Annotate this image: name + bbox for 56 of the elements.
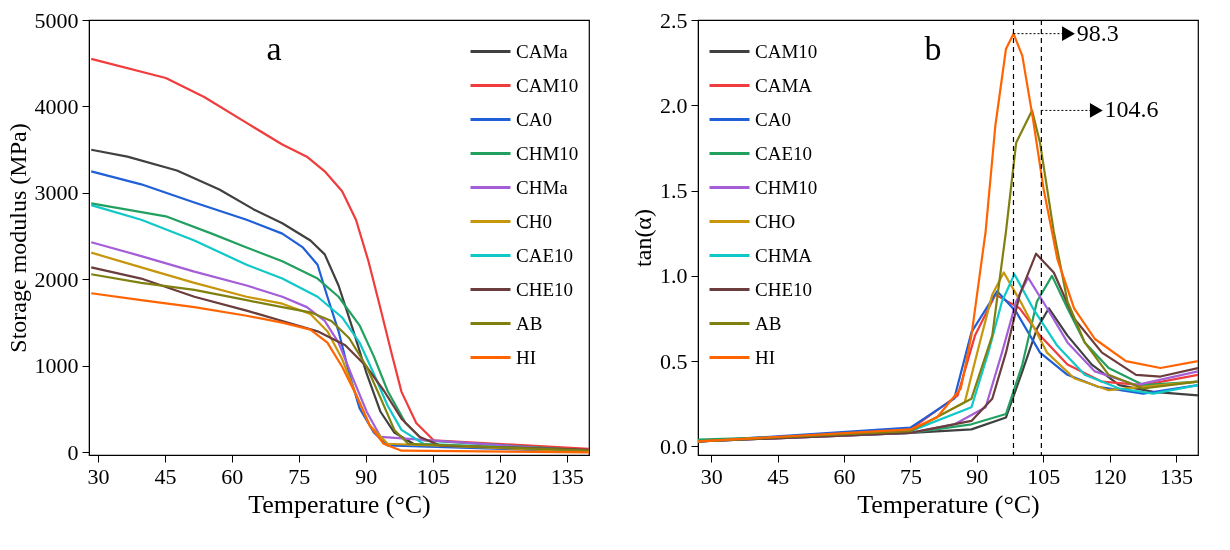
x-tick-label: 60 (221, 463, 244, 489)
legend-label: HI (516, 346, 537, 368)
x-tick-label: 75 (899, 463, 922, 489)
y-axis-title: Storage modulus (MPa) (4, 123, 31, 353)
legend-label: CHMA (755, 244, 813, 266)
x-tick-label: 135 (1159, 463, 1193, 489)
legend-label: AB (755, 312, 782, 334)
y-tick-label: 1.0 (660, 263, 688, 289)
x-tick-label: 90 (966, 463, 989, 489)
x-tick-label: 45 (154, 463, 177, 489)
legend-label: CHM10 (516, 142, 579, 164)
annotation: b (924, 30, 942, 67)
y-tick-label: 2000 (34, 266, 79, 292)
x-axis-title: Temperature (°C) (248, 489, 431, 519)
y-tick-label: 0 (67, 439, 79, 465)
legend-label: CHE10 (755, 278, 812, 300)
legend-label: CAE10 (755, 142, 812, 164)
y-tick-label: 1000 (34, 353, 79, 379)
annotation: 104.6 (1104, 96, 1159, 123)
x-tick-label: 135 (550, 463, 584, 489)
legend-label: CHO (755, 210, 796, 232)
legend-label: CHMa (516, 176, 569, 198)
x-tick-label: 30 (700, 463, 723, 489)
legend-label: CAMA (755, 74, 813, 96)
y-tick-label: 0.5 (660, 348, 688, 374)
x-tick-label: 105 (416, 463, 450, 489)
y-tick-label: 4000 (34, 93, 79, 119)
x-tick-label: 120 (483, 463, 517, 489)
y-tick-label: 3000 (34, 180, 79, 206)
x-tick-label: 45 (767, 463, 790, 489)
legend-label: CH0 (516, 210, 552, 232)
y-tick-label: 1.5 (660, 178, 688, 204)
y-tick-label: 0.0 (660, 433, 688, 459)
legend-label: CA0 (516, 108, 552, 130)
x-tick-label: 75 (288, 463, 311, 489)
legend-label: AB (516, 312, 543, 334)
legend-label: CAM10 (755, 40, 818, 62)
x-tick-label: 30 (87, 463, 110, 489)
legend-label: CA0 (755, 108, 791, 130)
annotation: 98.3 (1076, 19, 1119, 46)
x-tick-label: 120 (1093, 463, 1127, 489)
x-axis-title: Temperature (°C) (857, 489, 1040, 519)
y-tick-label: 2.0 (660, 92, 688, 118)
legend-label: HI (755, 346, 776, 368)
legend-label: CHE10 (516, 278, 573, 300)
y-tick-label: 2.5 (660, 7, 688, 33)
x-tick-label: 60 (833, 463, 856, 489)
legend-label: CAMa (516, 40, 569, 62)
x-tick-label: 105 (1027, 463, 1061, 489)
legend-label: CAE10 (516, 244, 573, 266)
legend-label: CAM10 (516, 74, 579, 96)
y-axis-title: tan(α) (630, 209, 656, 267)
y-tick-label: 5000 (34, 7, 79, 33)
legend-label: CHM10 (755, 176, 818, 198)
annotation: a (266, 30, 282, 67)
x-tick-label: 90 (355, 463, 378, 489)
